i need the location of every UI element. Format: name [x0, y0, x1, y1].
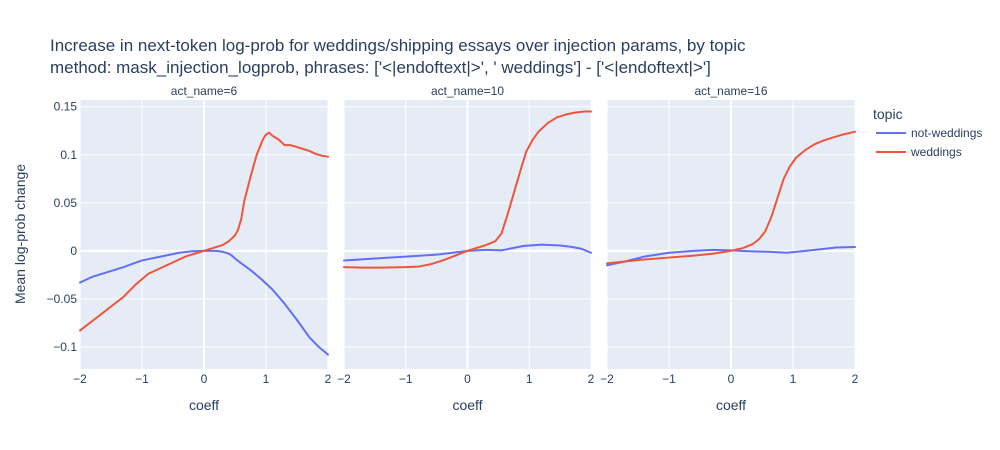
x-tick-label: −2 — [600, 372, 614, 386]
x-axis-title: coeff — [716, 397, 746, 413]
y-tick-label: −0.05 — [47, 292, 78, 306]
series-line-weddings[interactable] — [343, 110, 592, 269]
legend-label: weddings — [910, 145, 962, 159]
x-tick-label: −2 — [337, 372, 351, 386]
legend[interactable]: topic not-weddings weddings — [873, 106, 982, 159]
y-axis-title: Mean log-prob change — [12, 164, 28, 304]
legend-items[interactable]: not-weddings weddings — [876, 126, 982, 159]
y-tick-label: 0.1 — [60, 148, 77, 162]
series-line-weddings[interactable] — [606, 130, 856, 265]
facet-panel-3: act_name=16 −2 −1 0 1 2 coeff — [600, 84, 859, 413]
x-tick-label: −2 — [73, 372, 87, 386]
facet-title: act_name=10 — [431, 84, 504, 98]
chart-title-line-1: Increase in next-token log-prob for wedd… — [50, 36, 746, 55]
x-tick-label: 0 — [728, 372, 735, 386]
legend-title: topic — [873, 106, 903, 122]
x-tick-label: 1 — [526, 372, 533, 386]
facet-panel-2: act_name=10 −2 −1 0 1 2 coeff — [337, 84, 595, 413]
series-line-not-weddings[interactable] — [343, 243, 592, 262]
series-line-weddings[interactable] — [79, 131, 329, 332]
facet-title: act_name=16 — [694, 84, 767, 98]
legend-label: not-weddings — [911, 126, 982, 140]
legend-item-weddings[interactable]: weddings — [876, 145, 962, 159]
x-tick-label: −1 — [399, 372, 413, 386]
x-tick-label: −1 — [135, 372, 149, 386]
x-tick-label: 2 — [588, 372, 595, 386]
facet-panels: act_name=6 −2 −1 0 1 2 coeff −0.1 −0.05 0 0.05 0.1 0… — [47, 84, 859, 413]
x-tick-label: 2 — [325, 372, 332, 386]
y-tick-label: 0 — [70, 244, 77, 258]
x-tick-label: 1 — [790, 372, 797, 386]
x-tick-label: 1 — [263, 372, 270, 386]
x-tick-label: 2 — [852, 372, 859, 386]
legend-item-not-weddings[interactable]: not-weddings — [876, 126, 982, 140]
y-tick-label: −0.1 — [53, 340, 77, 354]
facet-panel-1: act_name=6 −2 −1 0 1 2 coeff −0.1 −0.05 0 0.05 0.1 0… — [47, 84, 332, 413]
series-line-not-weddings[interactable] — [606, 245, 856, 267]
series-line-not-weddings[interactable] — [79, 249, 329, 356]
x-tick-label: −1 — [662, 372, 676, 386]
x-tick-label: 0 — [464, 372, 471, 386]
facet-title: act_name=6 — [171, 84, 238, 98]
x-tick-label: 0 — [201, 372, 208, 386]
y-tick-label: 0.05 — [54, 196, 78, 210]
x-axis-title: coeff — [189, 397, 219, 413]
x-axis-title: coeff — [452, 397, 482, 413]
y-tick-label: 0.15 — [54, 100, 78, 114]
chart-title-line-2: method: mask_injection_logprob, phrases:… — [50, 58, 711, 77]
